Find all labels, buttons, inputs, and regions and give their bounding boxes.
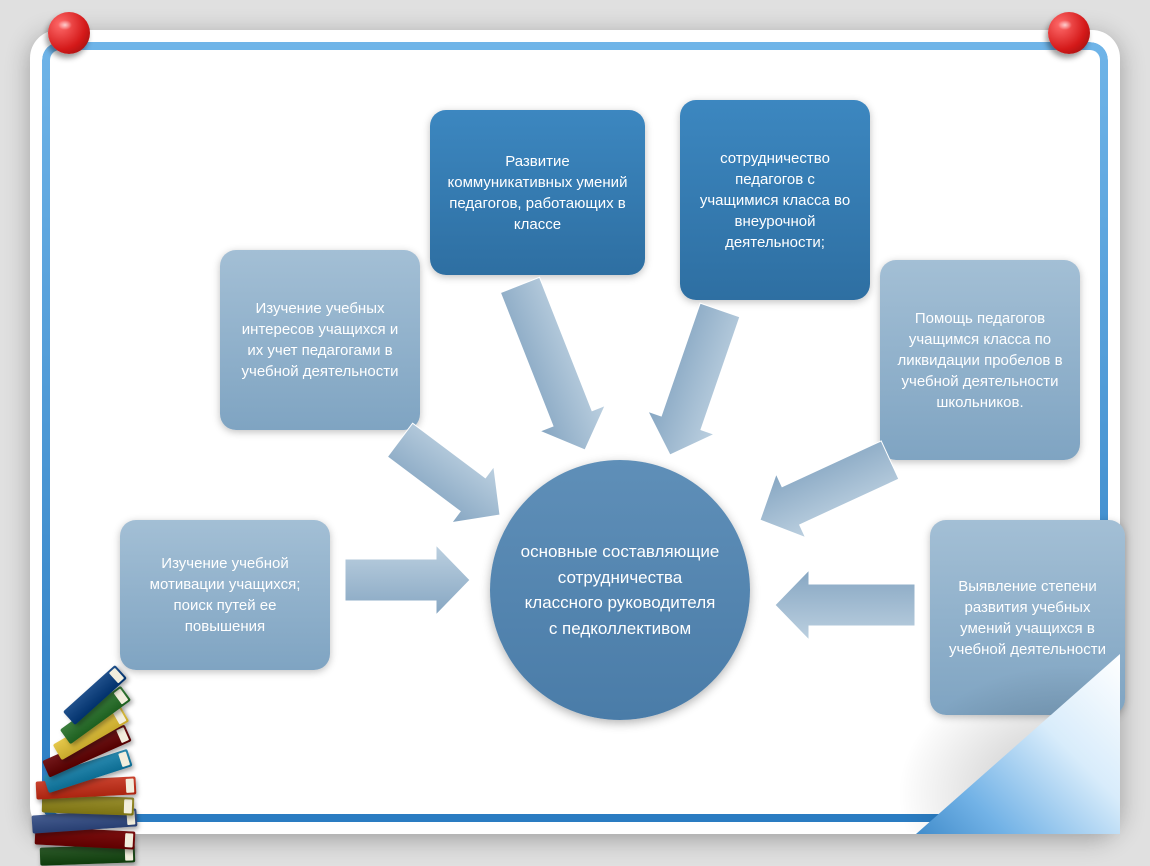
pushpin-right [1048, 12, 1098, 62]
arrow-n4 [637, 299, 753, 467]
node-n3: Развитие коммуникативных умений педагого… [430, 110, 645, 275]
node-text: Изучение учебной мотивации учащихся; пои… [134, 553, 316, 637]
arrow-n6 [775, 570, 915, 640]
node-text: сотрудничество педагогов с учащимися кла… [694, 148, 856, 253]
books-stack [0, 634, 170, 864]
center-node: основные составляющие сотрудничества кла… [490, 460, 750, 720]
node-text: Помощь педагогов учащимся класса по ликв… [894, 308, 1066, 413]
arrow-n3 [487, 272, 617, 463]
arrow-n1 [345, 545, 470, 615]
pushpin-left [48, 12, 98, 62]
node-text: Изучение учебных интересов учащихся и их… [234, 298, 406, 382]
node-text: Развитие коммуникативных умений педагого… [444, 151, 631, 235]
center-text: основные составляющие сотрудничества кла… [520, 539, 720, 641]
node-n2: Изучение учебных интересов учащихся и их… [220, 250, 420, 430]
node-n5: Помощь педагогов учащимся класса по ликв… [880, 260, 1080, 460]
node-n4: сотрудничество педагогов с учащимися кла… [680, 100, 870, 300]
arrow-n2 [379, 412, 521, 543]
